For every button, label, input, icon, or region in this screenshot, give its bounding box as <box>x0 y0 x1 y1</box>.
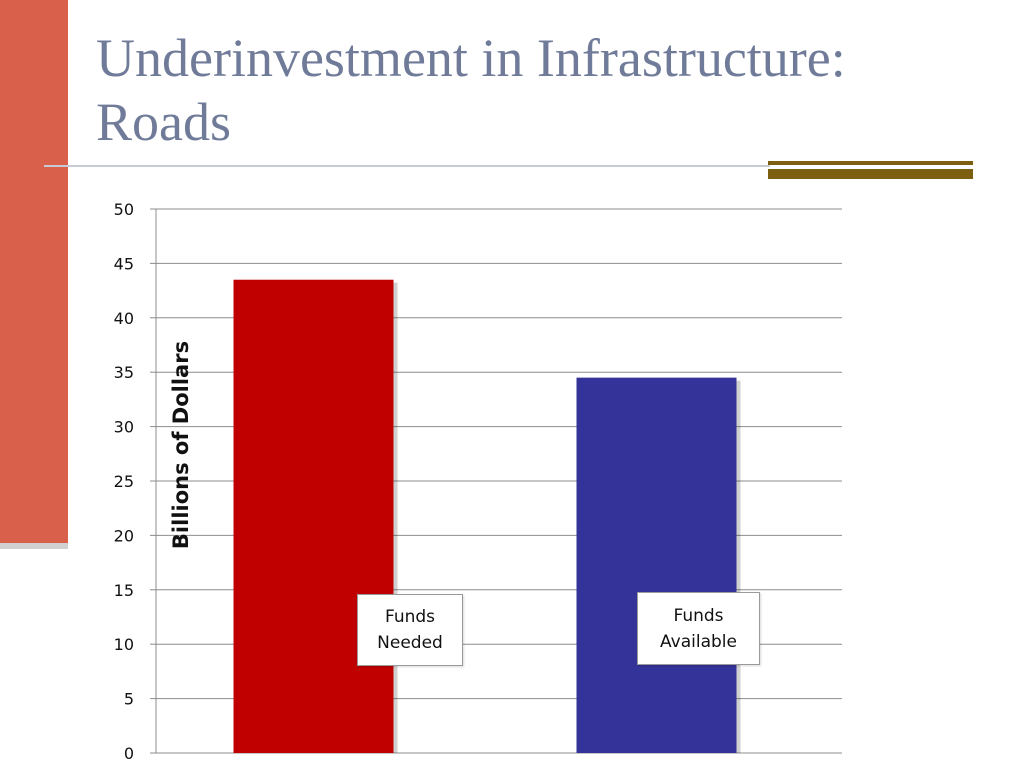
bar-label-line: Available <box>660 631 737 652</box>
slide-title: Underinvestment in Infrastructure: Roads <box>96 28 846 152</box>
y-tick-label: 50 <box>114 200 134 219</box>
y-tick-label: 15 <box>114 581 134 600</box>
accent-rule-top <box>768 161 973 165</box>
bar-label-line: Needed <box>377 633 443 653</box>
accent-rule-bottom <box>768 169 973 179</box>
bar-label-line: Funds <box>384 607 436 627</box>
bar-label-box: Funds Needed <box>357 594 463 666</box>
y-tick-label: 25 <box>114 472 134 491</box>
y-tick-label: 35 <box>114 363 134 382</box>
y-tick-label: 10 <box>114 635 134 654</box>
y-tick-label: 5 <box>124 690 134 709</box>
y-tick-label: 40 <box>114 309 134 328</box>
y-tick-label: 45 <box>114 254 134 273</box>
y-axis-label: Billions of Dollars <box>169 340 193 550</box>
slide-side-bar <box>0 0 68 543</box>
bar-1 <box>576 377 737 753</box>
title-divider <box>44 165 770 167</box>
slide-side-bar-shadow <box>0 543 68 549</box>
bar-label-line: Funds <box>673 605 724 626</box>
bar-0 <box>233 279 394 753</box>
y-tick-label: 30 <box>114 418 134 437</box>
bar-label-box: Funds Available <box>637 592 760 665</box>
y-tick-label: 0 <box>124 744 134 763</box>
y-tick-label: 20 <box>114 526 134 545</box>
